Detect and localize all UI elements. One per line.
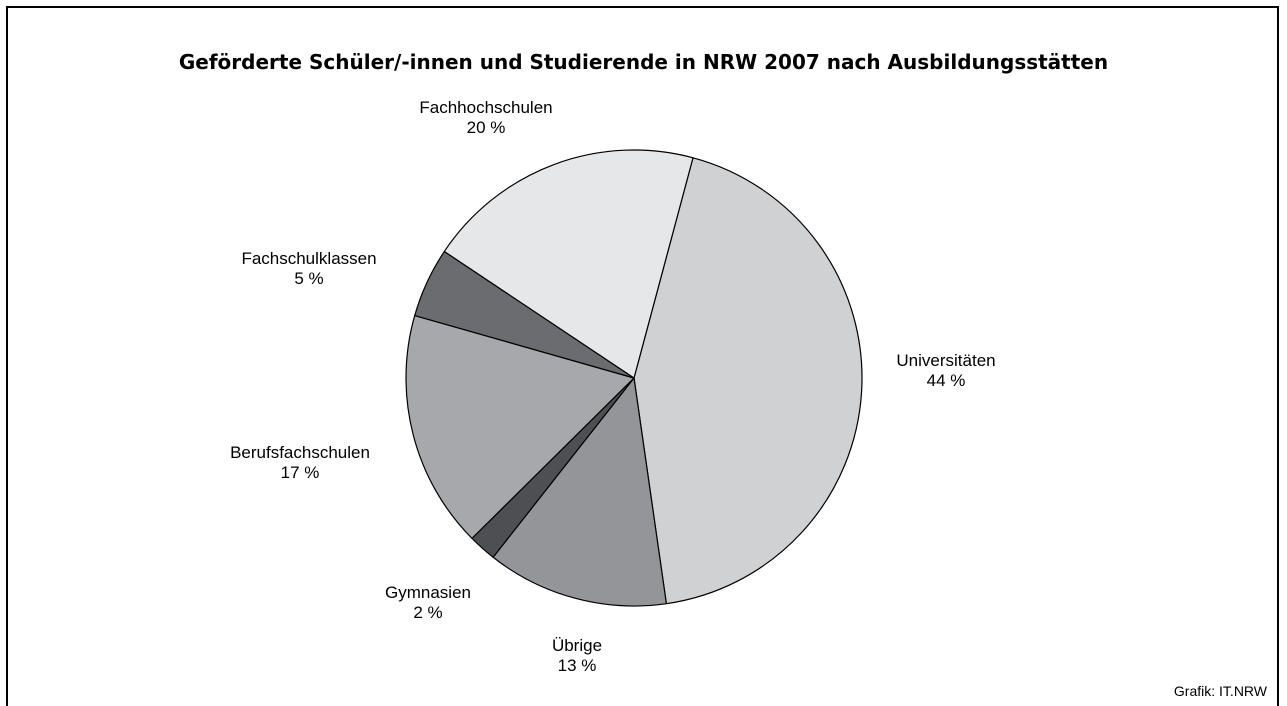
label-uebrige: Übrige 13 % [552, 636, 602, 676]
label-uebrige-value: 13 % [557, 656, 597, 675]
label-fachschulklassen-value: 5 % [294, 269, 324, 288]
label-fachschulklassen: Fachschulklassen 5 % [241, 249, 376, 289]
label-fachhochschulen-name: Fachhochschulen [419, 98, 553, 117]
label-berufsfachschulen: Berufsfachschulen 17 % [230, 443, 370, 483]
label-universitaeten-name: Universitäten [896, 351, 996, 370]
chart-title: Geförderte Schüler/-innen und Studierend… [178, 50, 1109, 74]
source-credit: Grafik: IT.NRW [1173, 683, 1267, 699]
label-gymnasien-value: 2 % [413, 603, 443, 622]
pie-slice-universit-ten [633, 157, 863, 605]
label-berufsfachschulen-name: Berufsfachschulen [230, 443, 370, 462]
label-universitaeten: Universitäten 44 % [896, 351, 995, 391]
label-gymnasien: Gymnasien 2 % [385, 583, 471, 623]
label-fachhochschulen: Fachhochschulen 20 % [419, 98, 552, 138]
label-universitaeten-value: 44 % [926, 371, 966, 390]
label-berufsfachschulen-value: 17 % [280, 463, 320, 482]
label-fachhochschulen-value: 20 % [466, 118, 506, 137]
label-uebrige-name: Übrige [551, 636, 603, 655]
chart-frame [6, 6, 1279, 706]
label-gymnasien-name: Gymnasien [385, 583, 471, 602]
pie-slice-fachhochschulen [443, 149, 694, 379]
pie-slice--brige [492, 377, 667, 607]
pie-slice-berufsfachschulen [405, 314, 635, 539]
label-fachschulklassen-name: Fachschulklassen [241, 249, 377, 268]
